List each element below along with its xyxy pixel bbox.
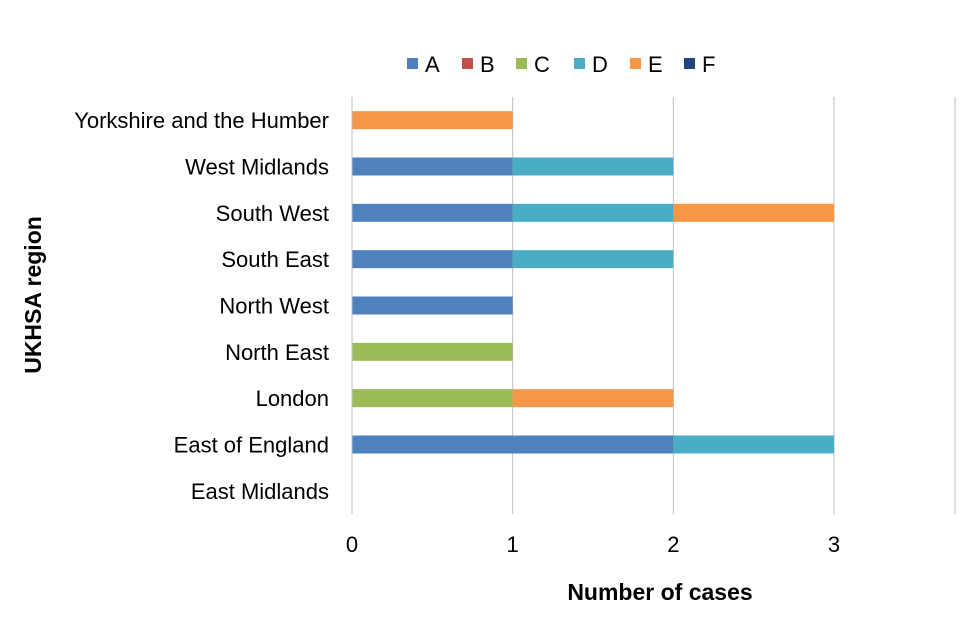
y-tick-label: North West <box>219 294 329 319</box>
bar-A-west-midlands <box>352 157 513 176</box>
y-axis-title: UKHSA region <box>20 216 46 374</box>
x-tick-label: 2 <box>667 532 679 557</box>
bar-E-yorkshire-and-the-humber <box>352 111 513 130</box>
legend: A B C D E F <box>407 52 715 77</box>
bar-D-east-of-england <box>673 435 834 454</box>
bar-C-london <box>352 389 513 408</box>
y-tick-label: London <box>256 386 329 411</box>
bar-A-south-west <box>352 203 513 222</box>
bar-E-south-west <box>673 203 834 222</box>
legend-swatch-F <box>684 58 695 69</box>
legend-label-C: C <box>534 52 550 77</box>
legend-label-F: F <box>702 52 715 77</box>
legend-swatch-A <box>407 58 418 69</box>
axes: Yorkshire and the Humber West Midlands Sou… <box>74 97 840 557</box>
y-tick-label: East of England <box>174 433 329 458</box>
bar-C-north-east <box>352 342 513 361</box>
legend-swatch-C <box>516 58 527 69</box>
legend-swatch-B <box>462 58 473 69</box>
x-tick-label: 1 <box>507 532 519 557</box>
legend-label-D: D <box>592 52 608 77</box>
bar-A-east-of-england <box>352 435 674 454</box>
x-tick-label: 3 <box>828 532 840 557</box>
bar-A-north-west <box>352 296 513 315</box>
y-tick-label: East Midlands <box>191 479 329 504</box>
y-tick-label: South West <box>216 201 329 226</box>
x-axis-title: Number of cases <box>567 579 752 605</box>
y-tick-label: South East <box>221 247 329 272</box>
y-tick-label: West Midlands <box>185 155 329 180</box>
bars <box>352 111 834 454</box>
bar-D-south-east <box>512 250 674 269</box>
legend-swatch-D <box>574 58 585 69</box>
y-tick-label: North East <box>225 340 329 365</box>
bar-A-south-east <box>352 250 513 269</box>
bar-E-london <box>512 389 674 408</box>
legend-swatch-E <box>630 58 641 69</box>
bar-D-west-midlands <box>512 157 674 176</box>
y-tick-label: Yorkshire and the Humber <box>74 108 329 133</box>
x-tick-label: 0 <box>346 532 358 557</box>
legend-label-B: B <box>480 52 495 77</box>
legend-label-E: E <box>648 52 663 77</box>
legend-label-A: A <box>425 52 440 77</box>
bar-D-south-west <box>512 203 674 222</box>
